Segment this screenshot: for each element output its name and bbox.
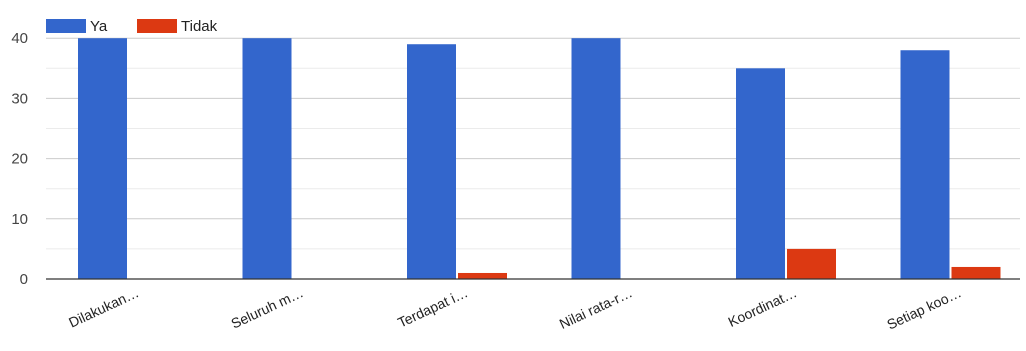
bar-ya-2[interactable] (242, 38, 292, 280)
legend-item-tidak[interactable]: Tidak (137, 18, 218, 35)
legend-item-ya[interactable]: Ya (46, 18, 108, 35)
x-category-label: Koordinat… (725, 284, 799, 330)
x-category-label: Dilakukan… (66, 284, 141, 330)
legend-swatch (137, 19, 177, 33)
legend[interactable]: Ya Tidak (46, 18, 218, 35)
bar-tidak-3[interactable] (458, 272, 507, 279)
bar-ya-4[interactable] (571, 38, 621, 280)
x-category-label: Nilai rata-r… (557, 284, 635, 332)
bar-ya-1[interactable] (78, 38, 127, 280)
x-category-label: Setiap koo… (884, 284, 963, 332)
bar-tidak-6[interactable] (951, 266, 1001, 279)
y-axis-ticks: 0 10 20 30 40 (11, 30, 28, 288)
bar-ya-5[interactable] (736, 68, 785, 279)
y-tick-label: 20 (11, 151, 28, 168)
grid-lines (46, 37, 1020, 250)
y-tick-label: 40 (11, 30, 28, 47)
y-tick-label: 0 (20, 271, 28, 288)
y-tick-label: 30 (11, 90, 28, 107)
y-tick-label: 10 (11, 211, 28, 228)
x-axis-labels: Dilakukan… Seluruh m… Terdapat i… Nilai rat… (66, 284, 964, 332)
x-category-label: Terdapat i… (395, 284, 470, 330)
bar-ya-6[interactable] (900, 50, 950, 279)
legend-label: Tidak (181, 18, 218, 35)
bar-ya-3[interactable] (407, 44, 456, 279)
bar-tidak-5[interactable] (787, 248, 836, 279)
legend-swatch (46, 19, 86, 33)
bars (46, 38, 1020, 280)
legend-label: Ya (90, 18, 108, 35)
x-category-label: Seluruh m… (228, 284, 305, 331)
